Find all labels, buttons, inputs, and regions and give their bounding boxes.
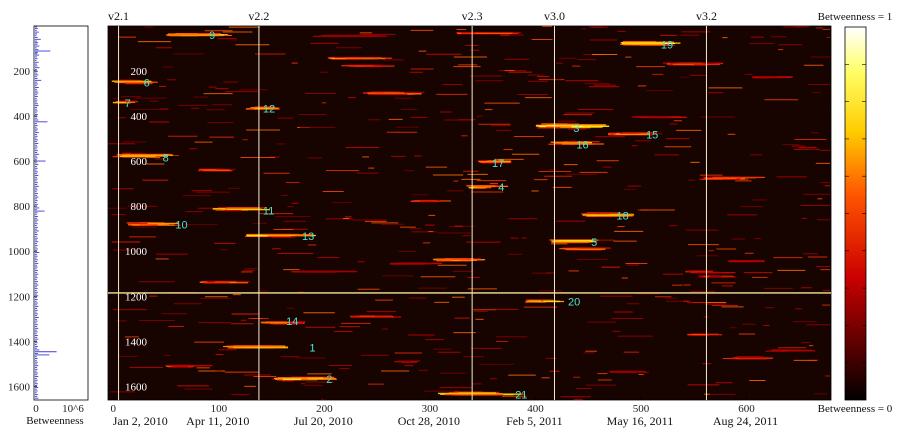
x-tick-2: 200 <box>316 403 333 415</box>
colorbar-top-label: Betweenness = 1 <box>818 11 893 23</box>
y-tick-2: 600 <box>131 156 148 168</box>
version-lines <box>118 26 707 400</box>
strip-y-tick-7: 1600 <box>8 381 31 393</box>
annotation-3: 3 <box>573 123 579 135</box>
x-tick-5: 500 <box>633 403 650 415</box>
y-tick-3: 800 <box>131 201 148 213</box>
version-labels: v2.1 v2.2 v2.3 v3.0 v3.2 <box>108 9 717 23</box>
betweenness-strip-chart: 200 400 600 800 1000 1200 1400 1600 0 10^6 Betw… <box>8 25 89 427</box>
strip-y-tick-4: 1000 <box>8 246 31 258</box>
heatmap-plot-area <box>107 25 832 401</box>
x-tick-1: 100 <box>211 403 228 415</box>
annotation-12: 12 <box>263 104 275 116</box>
annotation-5: 5 <box>591 237 597 249</box>
strip-x-label: Betweenness <box>26 415 83 427</box>
x-tick-4: 400 <box>527 403 544 415</box>
date-labels: Jan 2, 2010 Apr 11, 2010 Jul 20, 2010 Oct 2… <box>113 414 778 428</box>
version-label-3: v3.0 <box>544 9 565 23</box>
strip-y-tick-6: 1400 <box>8 336 31 348</box>
y-tick-7: 1600 <box>125 381 148 393</box>
annotation-8: 8 <box>163 152 169 164</box>
annotation-13: 13 <box>302 231 314 243</box>
annotation-10: 10 <box>175 220 187 232</box>
annotation-16: 16 <box>576 139 588 151</box>
annotation-21: 21 <box>515 389 527 401</box>
strip-x-tick-0: 0 <box>33 403 39 415</box>
date-label-6: Aug 24, 2011 <box>713 414 778 428</box>
annotation-19: 19 <box>661 40 673 52</box>
date-label-2: Jul 20, 2010 <box>294 414 353 428</box>
strip-plot-area <box>33 25 89 401</box>
date-label-0: Jan 2, 2010 <box>113 414 168 428</box>
annotation-11: 11 <box>263 206 274 218</box>
x-tick-6: 600 <box>738 403 755 415</box>
x-tick-0: 0 <box>111 403 117 415</box>
y-tick-5: 1200 <box>125 291 148 303</box>
annotation-17: 17 <box>492 158 504 170</box>
date-label-1: Apr 11, 2010 <box>186 414 249 428</box>
strip-y-ticks: 200 400 600 800 1000 1200 1400 1600 <box>8 66 37 393</box>
annotation-4: 4 <box>498 182 504 194</box>
annotation-18: 18 <box>617 211 629 223</box>
strip-x-tick-1: 10^6 <box>62 403 84 415</box>
y-tick-0: 200 <box>131 66 148 78</box>
colorbar-ticks <box>845 64 866 364</box>
strip-y-tick-0: 200 <box>14 66 31 78</box>
version-label-4: v3.2 <box>696 9 717 23</box>
annotation-15: 15 <box>646 130 658 142</box>
annotation-9: 9 <box>209 30 215 42</box>
annotation-7: 7 <box>125 98 131 110</box>
y-tick-1: 400 <box>131 111 148 123</box>
y-tick-4: 1000 <box>125 246 148 258</box>
strip-y-tick-5: 1200 <box>8 291 31 303</box>
date-label-5: May 16, 2011 <box>607 414 674 428</box>
annotation-1: 1 <box>309 343 315 355</box>
date-label-3: Oct 28, 2010 <box>398 414 460 428</box>
x-tick-3: 300 <box>422 403 439 415</box>
version-label-2: v2.3 <box>462 9 483 23</box>
strip-y-tick-3: 800 <box>14 201 31 213</box>
annotation-6: 6 <box>144 77 150 89</box>
strip-y-tick-1: 400 <box>14 111 31 123</box>
heatmap-x-ticks: 0 100 200 300 400 500 600 <box>111 396 755 415</box>
y-tick-6: 1400 <box>125 336 148 348</box>
heatmap-hotspots <box>111 31 816 396</box>
heatmap-y-ticks: 200 400 600 800 1000 1200 1400 1600 <box>108 66 148 393</box>
version-label-1: v2.2 <box>248 9 269 23</box>
date-label-4: Feb 5, 2011 <box>506 414 563 428</box>
colorbar: Betweenness = 1 Betweenness = 0 <box>818 11 893 415</box>
annotation-20: 20 <box>568 296 580 308</box>
strip-bars <box>35 26 57 399</box>
version-label-0: v2.1 <box>108 9 129 23</box>
strip-y-tick-2: 600 <box>14 156 31 168</box>
annotation-14: 14 <box>286 316 298 328</box>
colorbar-bottom-label: Betweenness = 0 <box>818 403 893 415</box>
annotation-2: 2 <box>326 374 332 386</box>
